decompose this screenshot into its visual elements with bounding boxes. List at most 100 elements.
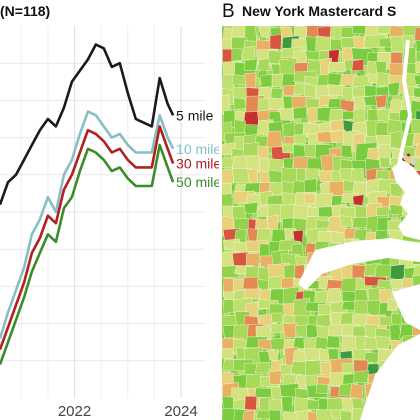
map-urban-dot (407, 153, 411, 157)
map-region (415, 61, 420, 73)
map-region (295, 410, 310, 420)
map-region (349, 383, 364, 402)
series-line-10-mile (0, 110, 175, 339)
map-region (271, 73, 284, 88)
map-region (352, 108, 366, 124)
map-region (294, 387, 312, 399)
map-region (387, 81, 401, 96)
map-region (389, 264, 405, 280)
map-region (375, 94, 388, 109)
map-region (412, 133, 420, 147)
map-region (269, 34, 282, 50)
map-region (315, 383, 329, 394)
map-region (293, 106, 307, 120)
map-region (243, 288, 262, 300)
map-urban-dot (404, 154, 407, 157)
map-region (257, 58, 270, 71)
map-region (222, 169, 235, 185)
map-region (327, 61, 348, 73)
map-region (415, 51, 420, 65)
map-region (281, 396, 293, 413)
map-region (266, 130, 283, 148)
map-region (378, 157, 391, 168)
series-label-5-mile: 5 mile (176, 107, 214, 123)
map-region (282, 322, 298, 339)
map-water-river (396, 39, 413, 171)
map-region (413, 74, 420, 85)
map-region (243, 58, 258, 72)
map-urban-dot (403, 157, 407, 161)
map-region (243, 202, 259, 214)
map-region (389, 204, 404, 216)
map-region (351, 397, 365, 410)
map-region (339, 215, 353, 228)
map-region (247, 168, 258, 184)
x-tick-label: 2024 (164, 403, 197, 420)
map-region (303, 192, 316, 204)
x-tick-labels: 2022 2024 (58, 403, 198, 420)
map-region (222, 347, 234, 360)
chart-title: (N=118) (0, 3, 50, 19)
map-region (375, 335, 391, 350)
series-label-10-mile: 10 mile (176, 141, 221, 157)
map-region (327, 324, 344, 337)
map-region (233, 97, 247, 110)
map-region (231, 48, 243, 62)
map-region (340, 410, 353, 420)
map-region (353, 96, 367, 109)
map-water-harbor (392, 160, 420, 240)
map-region (366, 300, 381, 316)
map-water-ocean (360, 334, 420, 420)
x-tick-label: 2022 (58, 403, 91, 420)
map-region (268, 350, 280, 361)
map-region (222, 299, 235, 314)
map-panel: B New York Mastercard S (219, 1, 420, 420)
map-region (389, 323, 402, 342)
map-region (305, 168, 320, 181)
series-lines (0, 43, 175, 365)
map-region (292, 229, 304, 243)
map-region (326, 287, 342, 303)
map-region (352, 35, 366, 49)
map-region (315, 409, 337, 420)
map-region (330, 231, 346, 244)
map-body (222, 26, 420, 420)
map-region (327, 84, 345, 97)
map-region (241, 45, 256, 61)
map-region (386, 299, 399, 311)
map-region (258, 26, 271, 38)
map-water-bay (392, 284, 420, 330)
gridlines (0, 26, 205, 398)
series-line-50-mile (0, 143, 175, 365)
map-region (271, 312, 283, 324)
map-region (351, 58, 365, 71)
map-urban-dot (409, 158, 413, 162)
map-region (244, 395, 258, 411)
map-region (222, 265, 240, 278)
map-region (390, 51, 403, 66)
panel-letter-b: B (222, 1, 235, 22)
series-line-5-mile (0, 43, 175, 206)
map-urban-dot (414, 157, 418, 160)
map-region (326, 335, 340, 349)
map-region (254, 361, 270, 374)
map-urban-dot (414, 160, 417, 163)
series-label-50-mile: 50 mile (176, 174, 221, 190)
map-region (412, 264, 420, 277)
map-region (244, 72, 257, 89)
map-region (232, 251, 249, 267)
map-region (279, 107, 296, 121)
map-region (242, 409, 255, 420)
map-region (353, 370, 369, 383)
map-urban-dot (410, 161, 414, 165)
map-region (352, 194, 365, 206)
map-region (414, 143, 420, 159)
map-water-sound (298, 238, 420, 290)
series-line-30-mile (0, 125, 175, 351)
map-title: New York Mastercard S (242, 3, 396, 19)
map-region (268, 409, 282, 420)
map-region (268, 370, 282, 385)
map-region (242, 276, 259, 290)
